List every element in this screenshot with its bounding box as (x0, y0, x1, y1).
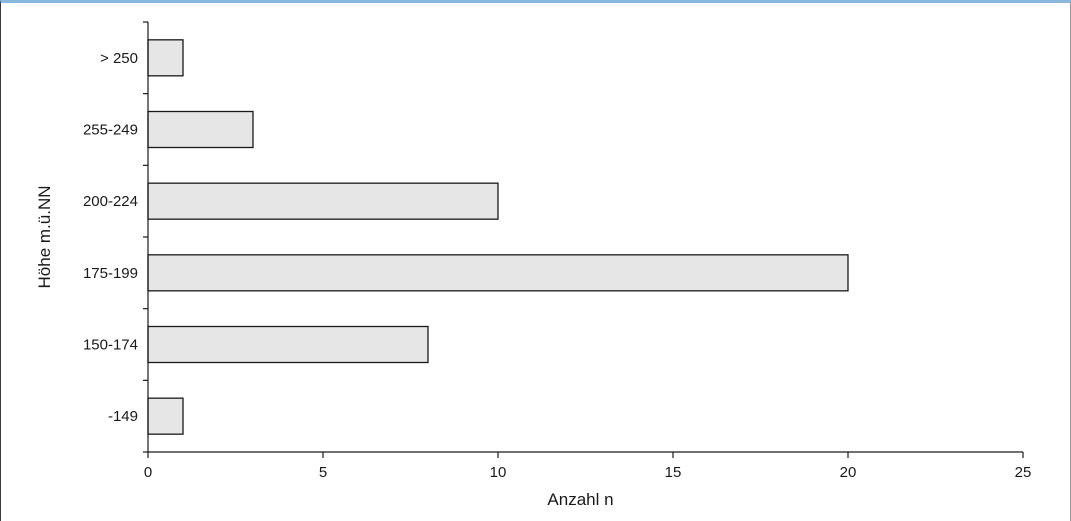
axes-group (143, 21, 1024, 458)
bars-group (147, 39, 849, 435)
bar-6 (147, 397, 184, 435)
x-tick-label: 10 (490, 464, 507, 481)
y-tick-label: 150-174 (83, 337, 138, 354)
y-tick-label: 255-249 (83, 122, 138, 139)
x-tick-labels: 0 5 10 15 20 25 (144, 464, 1032, 481)
x-tick-label: 5 (319, 464, 327, 481)
bar-5 (147, 325, 429, 364)
x-axis-title: Anzahl n (547, 490, 613, 509)
y-tick-label: -149 (108, 408, 138, 425)
x-tick-label: 20 (840, 464, 857, 481)
y-tick-label: 175-199 (83, 265, 138, 282)
x-tick-label: 25 (1015, 464, 1032, 481)
bar-3 (147, 182, 499, 220)
y-tick-labels: > 250 255-249 200-224 175-199 150-174 -149 (83, 50, 138, 425)
y-tick-label: 200-224 (83, 193, 138, 210)
x-tick-label: 15 (665, 464, 682, 481)
bar-1 (147, 39, 184, 77)
x-tick-label: 0 (144, 464, 152, 481)
y-axis-title: Höhe m.ü.NN (35, 186, 54, 289)
bar-4 (147, 254, 849, 292)
bar-2 (147, 110, 254, 149)
y-tick-label: > 250 (100, 50, 138, 67)
